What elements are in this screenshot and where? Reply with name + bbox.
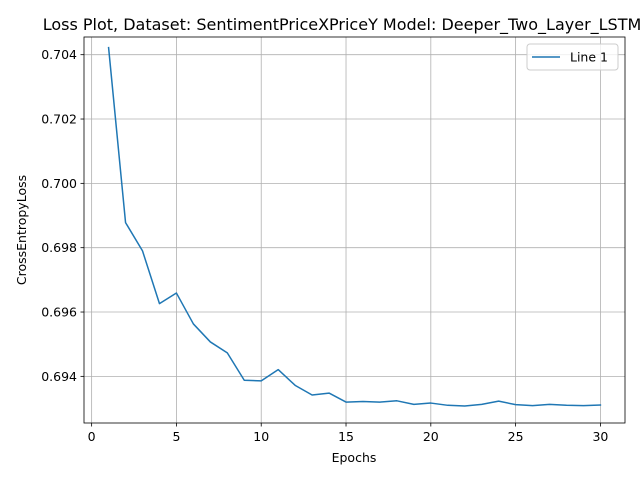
x-tick-label: 20 xyxy=(423,429,439,444)
y-tick-label: 0.704 xyxy=(41,47,77,62)
y-tick-label: 0.694 xyxy=(41,369,77,384)
axis-ticks: 0 5 10 15 20 25 30 0.694 0.696 0.698 0.700 0.702 0.7… xyxy=(41,47,608,444)
x-tick-label: 25 xyxy=(508,429,524,444)
x-tick-label: 30 xyxy=(592,429,608,444)
x-tick-label: 0 xyxy=(88,429,96,444)
legend: Line 1 xyxy=(526,43,619,71)
series-line-1 xyxy=(107,46,602,407)
chart-title: Loss Plot, Dataset: SentimentPriceXPrice… xyxy=(43,15,640,35)
series-layer xyxy=(107,46,602,407)
x-axis-label: Epochs xyxy=(332,450,377,465)
y-tick-label: 0.702 xyxy=(41,112,77,127)
y-tick-label: 0.700 xyxy=(41,176,77,191)
y-axis-label: CrossEntropyLoss xyxy=(14,175,29,285)
legend-box xyxy=(526,43,619,71)
x-tick-label: 5 xyxy=(172,429,180,444)
y-tick-label: 0.698 xyxy=(41,240,77,255)
y-tick-label: 0.696 xyxy=(41,305,77,320)
plot-area-frame xyxy=(83,36,626,424)
x-tick-label: 10 xyxy=(253,429,269,444)
legend-label-line-1: Line 1 xyxy=(570,50,608,65)
x-tick-label: 15 xyxy=(338,429,354,444)
